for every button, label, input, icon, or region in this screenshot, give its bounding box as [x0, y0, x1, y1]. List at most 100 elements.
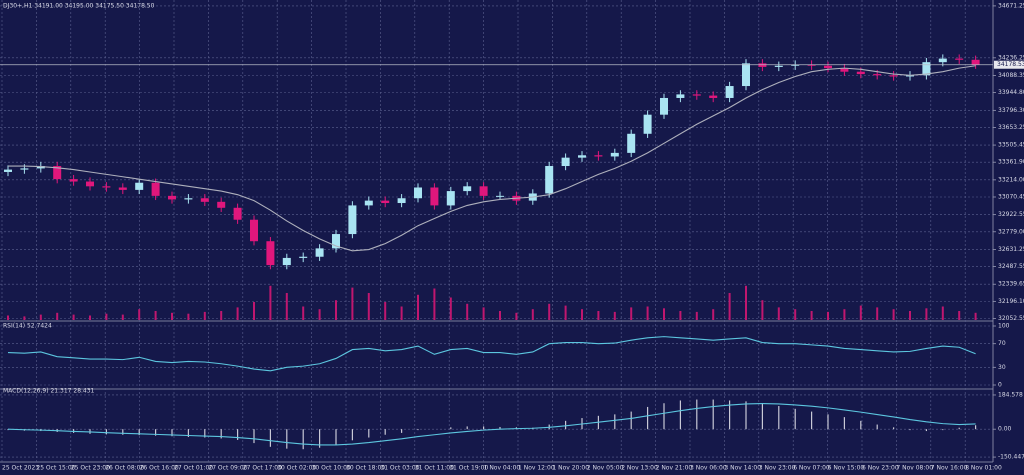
volume-bar [974, 312, 977, 320]
volume-bar [679, 311, 682, 320]
x-tick-label: 3 Nov 06:00 [690, 465, 727, 472]
x-tick-label: 2 Nov 05:00 [587, 465, 624, 472]
x-tick-label: 31 Oct 03:00 [380, 465, 419, 472]
candle-body [168, 195, 176, 200]
volume-bar [941, 306, 944, 320]
volume-bar [646, 306, 649, 320]
volume-bar [482, 307, 485, 320]
candle-body [709, 95, 718, 98]
y-tick-label: 100 [998, 323, 1010, 330]
signal-line [7, 403, 976, 446]
candle-body [86, 181, 94, 187]
y-tick-label: 33361.90 [998, 159, 1024, 166]
volume-bar [499, 311, 501, 320]
y-tick-label: 30 [998, 364, 1006, 371]
candle-body [479, 186, 488, 196]
volume-bar [613, 311, 616, 320]
candle-body [496, 195, 504, 197]
candle-body [53, 166, 62, 180]
volume-bar [56, 312, 59, 320]
volume-bar [909, 311, 911, 320]
candle-body [151, 182, 160, 196]
candle-body [922, 62, 931, 76]
candle-body [725, 86, 734, 98]
volume-bar [269, 285, 272, 320]
candle-body [692, 94, 701, 96]
y-tick-label: 33796.30 [998, 107, 1024, 114]
x-tick-label: 30 Oct 02:00 [277, 465, 316, 472]
x-tick-label: 6 Nov 15:00 [828, 465, 865, 472]
x-tick-label: 2 Nov 13:00 [621, 465, 658, 472]
volume-bar [958, 311, 961, 320]
volume-bar [876, 307, 879, 320]
last-price-box [994, 60, 1024, 69]
candle-body [463, 186, 472, 192]
candle-body [446, 191, 455, 206]
candle-body [955, 58, 964, 60]
y-tick-label: 32052.55 [998, 315, 1024, 322]
y-tick-label: 33214.00 [998, 176, 1024, 183]
candle-body [20, 168, 29, 170]
candle-body [250, 219, 258, 242]
last-price-label: 34178.53 [997, 61, 1024, 68]
x-tick-label: 1 Nov 12:00 [518, 465, 555, 472]
candle-body [397, 198, 406, 204]
candle-body [299, 256, 308, 258]
volume-bar [581, 309, 583, 320]
candle-body [364, 200, 373, 206]
y-tick-label: 32196.10 [998, 298, 1024, 305]
y-tick-label: 34671.25 [998, 2, 1024, 9]
candle-body [643, 114, 652, 134]
candle-body [578, 155, 586, 158]
volume-bar [89, 315, 91, 320]
rsi-line [7, 336, 976, 372]
volume-bar [351, 287, 354, 320]
volume-bar [695, 311, 698, 320]
x-tick-label: 25 Oct 23:00 [71, 465, 110, 472]
volume-bar [433, 288, 436, 320]
volume-bar [203, 311, 206, 320]
candle-body [266, 241, 275, 266]
candle-body [824, 65, 832, 69]
candle-body [332, 234, 340, 249]
volume-bar [72, 314, 75, 320]
candle-body [791, 64, 800, 66]
x-tick-label: 3 Nov 23:00 [759, 465, 796, 472]
volume-bar [7, 315, 9, 320]
x-tick-label: 6 Nov 07:00 [793, 465, 830, 472]
x-tick-label: 27 Oct 17:00 [243, 465, 282, 472]
candle-body [807, 64, 816, 66]
y-tick-label: 33944.80 [998, 89, 1024, 96]
volume-bar [335, 300, 337, 320]
volume-bar [745, 285, 747, 320]
volume-bar [761, 300, 764, 320]
volume-bar [23, 316, 26, 320]
volume-bar [105, 313, 108, 320]
x-tick-label: 3 Nov 14:00 [724, 465, 761, 472]
x-tick-label: 6 Nov 23:00 [862, 465, 899, 472]
candle-body [938, 58, 947, 63]
candle-body [36, 166, 45, 169]
y-tick-label: 33070.45 [998, 193, 1024, 200]
x-tick-label: 31 Oct 19:00 [449, 465, 488, 472]
y-tick-label: 184.578 [998, 391, 1023, 398]
candle-body [69, 179, 78, 182]
volume-bar [663, 308, 665, 320]
y-tick-label: 32487.55 [998, 263, 1024, 270]
candle-body [840, 68, 849, 72]
candle-body [594, 155, 603, 157]
candle-body [282, 257, 291, 266]
volume-bar [515, 312, 518, 320]
candle-body [873, 74, 882, 76]
candle-body [676, 94, 685, 98]
volume-bar [564, 305, 567, 320]
candle-body [906, 75, 914, 77]
y-tick-label: 34236.25 [998, 54, 1024, 61]
volume-bar [121, 314, 124, 320]
x-tick-label: 7 Nov 08:00 [896, 465, 933, 472]
candle-body [627, 133, 636, 153]
candle-body [660, 97, 668, 115]
volume-bar [728, 293, 731, 320]
candle-body [430, 187, 439, 206]
